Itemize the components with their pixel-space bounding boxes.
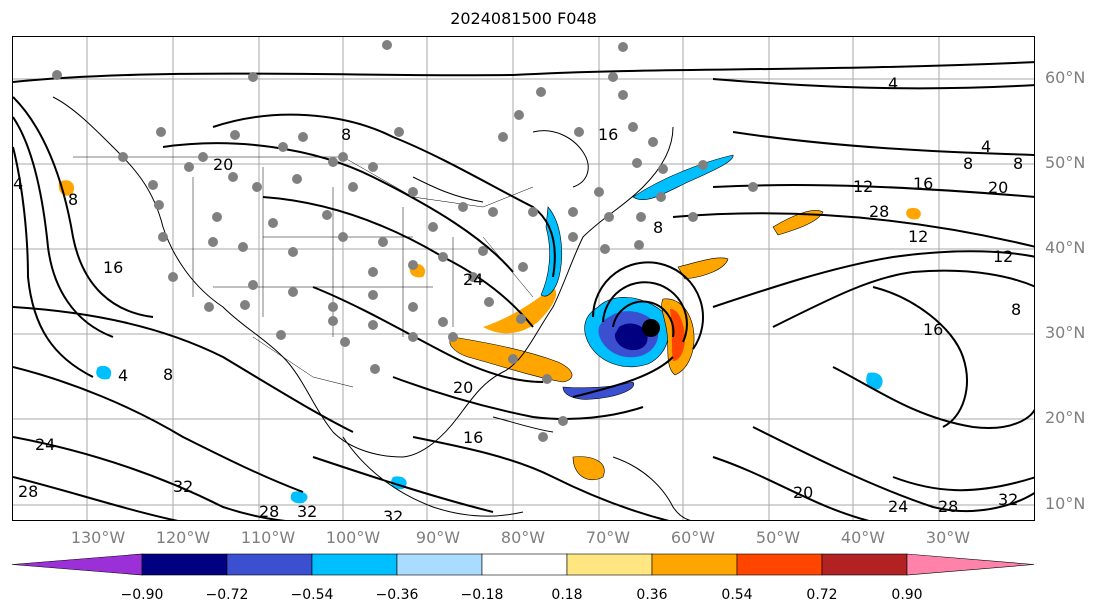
contour-label: 8: [1011, 300, 1021, 319]
contour-value-labels: 4 4 4 4 8 8 8 8 8 8 8 12 12 12 16 16 16 …: [13, 74, 1023, 521]
map-title: 2024081500 F048: [450, 9, 597, 28]
colorbar-segment: [226, 553, 313, 576]
contour-label: 32: [998, 490, 1018, 509]
lon-label-110w: 110°W: [240, 528, 296, 547]
contour-lines: [13, 61, 1034, 520]
colorbar-segment: [736, 553, 823, 576]
contour-label: 8: [963, 154, 973, 173]
colorbar: [12, 553, 1035, 576]
lon-label-60w: 60°W: [670, 528, 716, 547]
colorbar-tick-label: 0.54: [721, 587, 753, 603]
coastlines: [52, 96, 692, 520]
contour-label: 4: [13, 174, 23, 193]
storm-center-marker: [642, 319, 660, 337]
lat-label-60n: 60°N: [1045, 68, 1086, 87]
colorbar-segment: [12, 553, 143, 576]
contour-label: 32: [383, 507, 403, 521]
contour-label: 32: [173, 477, 193, 496]
lat-label-10n: 10°N: [1045, 494, 1086, 513]
contour-label: 28: [938, 497, 958, 516]
lon-label-130w: 130°W: [70, 528, 126, 547]
colorbar-tick-label: 0.36: [636, 587, 668, 603]
contour-label: 12: [853, 177, 873, 196]
lon-label-90w: 90°W: [415, 528, 461, 547]
lon-label-120w: 120°W: [155, 528, 211, 547]
colorbar-segment: [481, 553, 568, 576]
contour-label: 20: [988, 178, 1008, 197]
map-canvas[interactable]: 4 4 4 4 8 8 8 8 8 8 8 12 12 12 16 16 16 …: [13, 37, 1035, 521]
contour-label: 4: [118, 366, 128, 385]
colorbar-tick-label: −0.72: [205, 587, 249, 603]
contour-label: 24: [35, 435, 55, 454]
contour-label: 32: [297, 502, 317, 521]
lon-label-40w: 40°W: [840, 528, 886, 547]
lon-label-100w: 100°W: [325, 528, 381, 547]
contour-label: 8: [341, 125, 351, 144]
lon-label-80w: 80°W: [500, 528, 546, 547]
colorbar-segment: [906, 553, 1035, 576]
colorbar-tick-label: 0.72: [806, 587, 838, 603]
contour-label: 4: [981, 137, 991, 156]
colorbar-segment: [566, 553, 653, 576]
contour-label: 20: [213, 155, 233, 174]
contour-label: 28: [869, 202, 889, 221]
colorbar-tick-label: −0.54: [290, 587, 334, 603]
contour-label: 16: [463, 428, 483, 447]
contour-label: 24: [463, 270, 483, 289]
contour-label: 28: [18, 482, 38, 501]
colorbar-segment: [821, 553, 908, 576]
graticule: [13, 37, 1034, 520]
lat-label-40n: 40°N: [1045, 238, 1086, 257]
contour-label: 24: [888, 497, 908, 516]
shaded-field: [58, 154, 921, 504]
station-dots: [52, 40, 758, 442]
contour-label: 8: [68, 190, 78, 209]
contour-label: 4: [888, 74, 898, 93]
contour-label: 12: [993, 247, 1013, 266]
colorbar-tick-label: 0.18: [551, 587, 583, 603]
colorbar-tick-label: −0.18: [460, 587, 504, 603]
contour-label: 8: [163, 365, 173, 384]
contour-label: 20: [793, 483, 813, 502]
contour-label: 20: [453, 378, 473, 397]
colorbar-tick-label: −0.36: [375, 587, 419, 603]
contour-label: 16: [913, 174, 933, 193]
lat-label-30n: 30°N: [1045, 323, 1086, 342]
contour-label: 12: [908, 227, 928, 246]
colorbar-segment: [311, 553, 398, 576]
lon-label-30w: 30°W: [925, 528, 971, 547]
colorbar-segment: [651, 553, 738, 576]
lon-label-70w: 70°W: [585, 528, 631, 547]
colorbar-tick-label: 0.90: [891, 587, 923, 603]
contour-label: 8: [1013, 154, 1023, 173]
lon-label-50w: 50°W: [755, 528, 801, 547]
colorbar-tick-label: −0.90: [120, 587, 164, 603]
contour-label: 28: [259, 502, 279, 521]
colorbar-segment: [141, 553, 228, 576]
contour-label: 16: [103, 258, 123, 277]
lat-label-20n: 20°N: [1045, 408, 1086, 427]
colorbar-segment: [396, 553, 483, 576]
contour-label: 16: [923, 320, 943, 339]
contour-label: 16: [598, 125, 618, 144]
lat-label-50n: 50°N: [1045, 153, 1086, 172]
map-panel[interactable]: 4 4 4 4 8 8 8 8 8 8 8 12 12 12 16 16 16 …: [12, 36, 1035, 521]
contour-label: 8: [653, 218, 663, 237]
